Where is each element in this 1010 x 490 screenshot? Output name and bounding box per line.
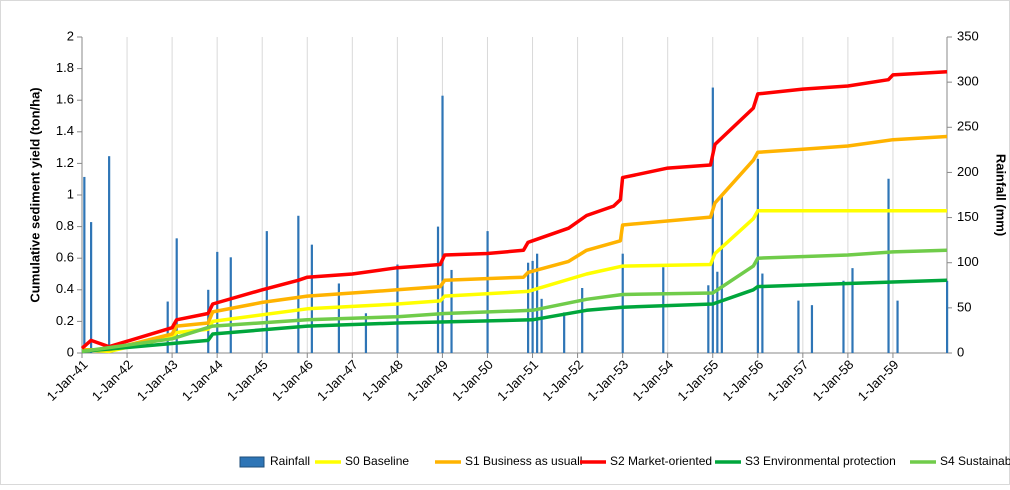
series-line: [80, 70, 948, 350]
rain-bar: [756, 158, 759, 353]
legend-swatch: [239, 456, 265, 468]
y-axis-label: Cumulative sediment yield (ton/ha): [27, 87, 42, 302]
rain-bar: [527, 262, 530, 353]
rain-bar: [229, 257, 232, 353]
y2-tick-label: 200: [957, 164, 979, 179]
rain-bar: [810, 305, 814, 353]
rain-bar: [536, 253, 539, 353]
rain-bar: [761, 273, 764, 353]
y-tick-label: 1.8: [56, 60, 74, 75]
legend-label: S3 Environmental protection: [745, 454, 896, 468]
y2-tick-label: 0: [957, 344, 964, 359]
y-tick-label: 0.6: [56, 250, 74, 265]
legend-label: S2 Market-oriented: [610, 454, 712, 468]
y-tick-label: 0.8: [56, 218, 74, 233]
y-tick-label: 0.2: [56, 313, 74, 328]
legend-label: Rainfall: [270, 454, 310, 468]
y-tick-label: 2: [67, 28, 74, 43]
series-line: [81, 248, 948, 354]
series-line: [81, 209, 947, 354]
y2-axis-label: Rainfall (mm): [994, 154, 1009, 236]
rain-bar: [707, 285, 710, 353]
rain-bar: [563, 312, 566, 353]
y-tick-label: 1.6: [56, 92, 74, 107]
y2-tick-label: 150: [957, 209, 979, 224]
rain-bar: [851, 268, 854, 353]
y-tick-label: 1: [67, 186, 74, 201]
series-line: [81, 278, 948, 354]
y2-tick-label: 350: [957, 28, 979, 43]
rain-bar: [108, 156, 111, 353]
rain-bar: [842, 280, 845, 353]
y2-tick-label: 250: [957, 119, 979, 134]
rain-bar: [621, 253, 624, 353]
y-tick-label: 0.4: [56, 281, 74, 296]
rain-bar: [450, 269, 453, 353]
legend-label: S1 Business as usuall: [465, 454, 582, 468]
rain-bar: [887, 178, 890, 353]
rain-bar: [310, 244, 313, 353]
rain-bar: [711, 87, 714, 353]
y2-tick-label: 100: [957, 254, 979, 269]
rain-bar: [265, 231, 268, 353]
rain-bar: [662, 267, 665, 353]
rain-bar: [396, 264, 399, 353]
legend-label: S0 Baseline: [345, 454, 409, 468]
series-line: [82, 134, 948, 352]
y2-tick-label: 300: [957, 74, 979, 89]
rain-bar: [297, 215, 300, 353]
y-tick-label: 1.4: [56, 123, 74, 138]
rain-bar: [946, 280, 949, 353]
rain-bar: [716, 271, 719, 353]
rain-bar: [175, 238, 178, 353]
rain-bar: [83, 176, 86, 353]
rain-bar: [720, 195, 723, 353]
rain-bar: [441, 95, 444, 353]
y2-tick-label: 50: [957, 299, 971, 314]
rain-bar: [896, 300, 899, 353]
rain-bar: [581, 287, 584, 353]
rain-bar: [531, 260, 534, 353]
rain-bar: [797, 300, 800, 353]
y-tick-label: 0: [67, 344, 74, 359]
legend-label: S4 Sustainable: [940, 454, 1010, 468]
rain-bar: [436, 226, 440, 353]
rain-bar: [540, 298, 543, 353]
rain-bar: [364, 313, 368, 353]
y-tick-label: 1.2: [56, 155, 74, 170]
rain-bar: [90, 222, 93, 353]
